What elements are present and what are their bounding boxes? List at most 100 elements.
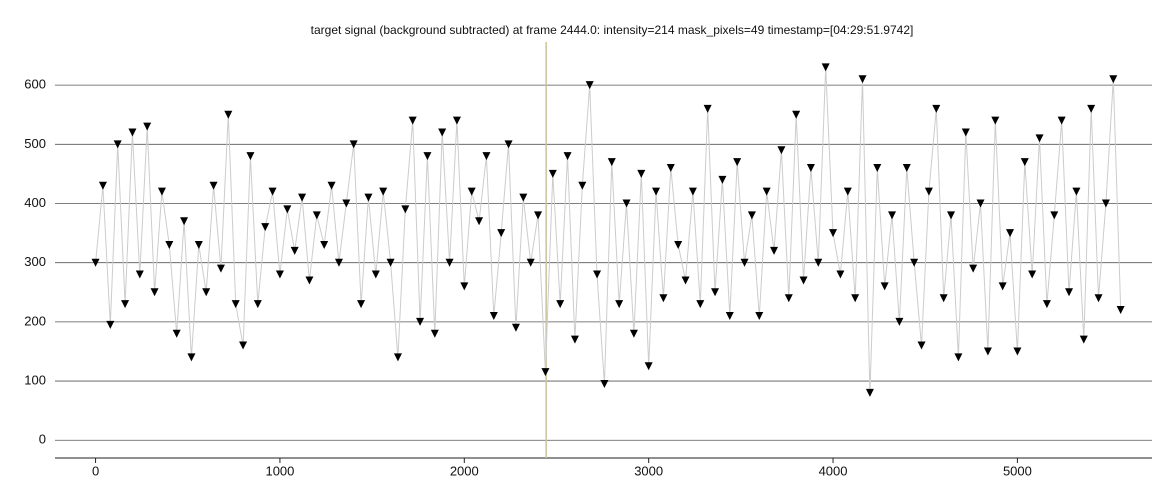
- signal-marker: [917, 341, 926, 350]
- x-tick-label: 2000: [450, 463, 479, 478]
- signal-line: [95, 67, 1122, 393]
- signal-marker: [489, 311, 498, 320]
- signal-marker: [681, 276, 690, 285]
- signal-marker: [371, 270, 380, 279]
- signal-marker: [703, 104, 712, 113]
- signal-marker: [851, 294, 860, 303]
- signal-marker: [1050, 211, 1059, 220]
- signal-marker: [342, 199, 351, 208]
- signal-marker: [91, 258, 100, 267]
- signal-marker: [593, 270, 602, 279]
- signal-marker: [121, 300, 130, 309]
- signal-marker: [880, 282, 889, 291]
- signal-marker: [408, 116, 417, 125]
- signal-marker: [570, 335, 579, 344]
- signal-marker: [578, 181, 587, 190]
- signal-marker: [821, 63, 830, 72]
- signal-marker: [607, 158, 616, 167]
- signal-marker: [961, 128, 970, 137]
- signal-marker: [135, 270, 144, 279]
- signal-marker: [747, 211, 756, 220]
- x-tick-label: 4000: [819, 463, 848, 478]
- signal-marker: [1101, 199, 1110, 208]
- signal-marker: [357, 300, 366, 309]
- signal-marker: [150, 288, 159, 297]
- signal-marker: [762, 187, 771, 196]
- y-tick-label: 200: [24, 313, 46, 328]
- signal-marker: [452, 116, 461, 125]
- signal-marker: [652, 187, 661, 196]
- signal-marker: [1072, 187, 1081, 196]
- signal-marker: [1020, 158, 1029, 167]
- signal-marker: [180, 217, 189, 226]
- signal-marker: [231, 300, 240, 309]
- y-tick-label: 300: [24, 254, 46, 269]
- signal-marker: [932, 104, 941, 113]
- signal-marker: [143, 122, 152, 131]
- signal-marker: [334, 258, 343, 267]
- signal-marker: [998, 282, 1007, 291]
- signal-marker: [1028, 270, 1037, 279]
- signal-marker: [836, 270, 845, 279]
- signal-marker: [711, 288, 720, 297]
- y-tick-label: 400: [24, 195, 46, 210]
- signal-marker: [556, 300, 565, 309]
- signal-marker: [401, 205, 410, 214]
- signal-marker: [1042, 300, 1051, 309]
- signal-marker: [1057, 116, 1066, 125]
- chart-title: target signal (background subtracted) at…: [311, 23, 914, 37]
- x-tick-label: 1000: [265, 463, 294, 478]
- signal-marker: [327, 181, 336, 190]
- signal-marker: [792, 110, 801, 119]
- signal-marker: [1013, 347, 1022, 356]
- signal-marker: [939, 294, 948, 303]
- signal-marker: [246, 152, 255, 161]
- signal-marker: [725, 311, 734, 320]
- signal-marker: [674, 240, 683, 249]
- signal-marker: [1094, 294, 1103, 303]
- signal-marker: [106, 320, 115, 329]
- y-tick-label: 0: [39, 432, 46, 447]
- signal-marker: [600, 380, 609, 389]
- signal-marker: [696, 300, 705, 309]
- signal-marker: [1079, 335, 1088, 344]
- signal-marker: [497, 229, 506, 238]
- y-tick-label: 600: [24, 77, 46, 92]
- signal-marker: [290, 246, 299, 255]
- signal-marker: [430, 329, 439, 338]
- signal-marker: [829, 229, 838, 238]
- signal-marker: [983, 347, 992, 356]
- signal-marker: [799, 276, 808, 285]
- signal-marker: [224, 110, 233, 119]
- signal-marker: [954, 353, 963, 362]
- signal-marker: [1006, 229, 1015, 238]
- signal-marker: [615, 300, 624, 309]
- signal-marker: [511, 323, 520, 332]
- signal-marker: [659, 294, 668, 303]
- signal-marker: [445, 258, 454, 267]
- signal-marker: [888, 211, 897, 220]
- signal-marker: [814, 258, 823, 267]
- signal-marker: [910, 258, 919, 267]
- x-tick-label: 5000: [1003, 463, 1032, 478]
- signal-marker: [733, 158, 742, 167]
- signal-marker: [423, 152, 432, 161]
- signal-marker: [777, 146, 786, 155]
- signal-marker: [858, 75, 867, 84]
- signal-marker: [460, 282, 469, 291]
- signal-marker: [526, 258, 535, 267]
- signal-marker: [393, 353, 402, 362]
- signal-marker: [467, 187, 476, 196]
- signal-marker: [1116, 306, 1125, 315]
- signal-marker: [873, 164, 882, 172]
- signal-marker: [637, 169, 646, 178]
- signal-marker: [416, 317, 425, 326]
- signal-marker: [924, 187, 933, 196]
- signal-marker: [438, 128, 447, 137]
- signal-marker: [1109, 75, 1118, 84]
- signal-marker: [548, 169, 557, 178]
- signal-marker: [504, 140, 513, 149]
- y-tick-label: 100: [24, 372, 46, 387]
- signal-marker: [128, 128, 137, 137]
